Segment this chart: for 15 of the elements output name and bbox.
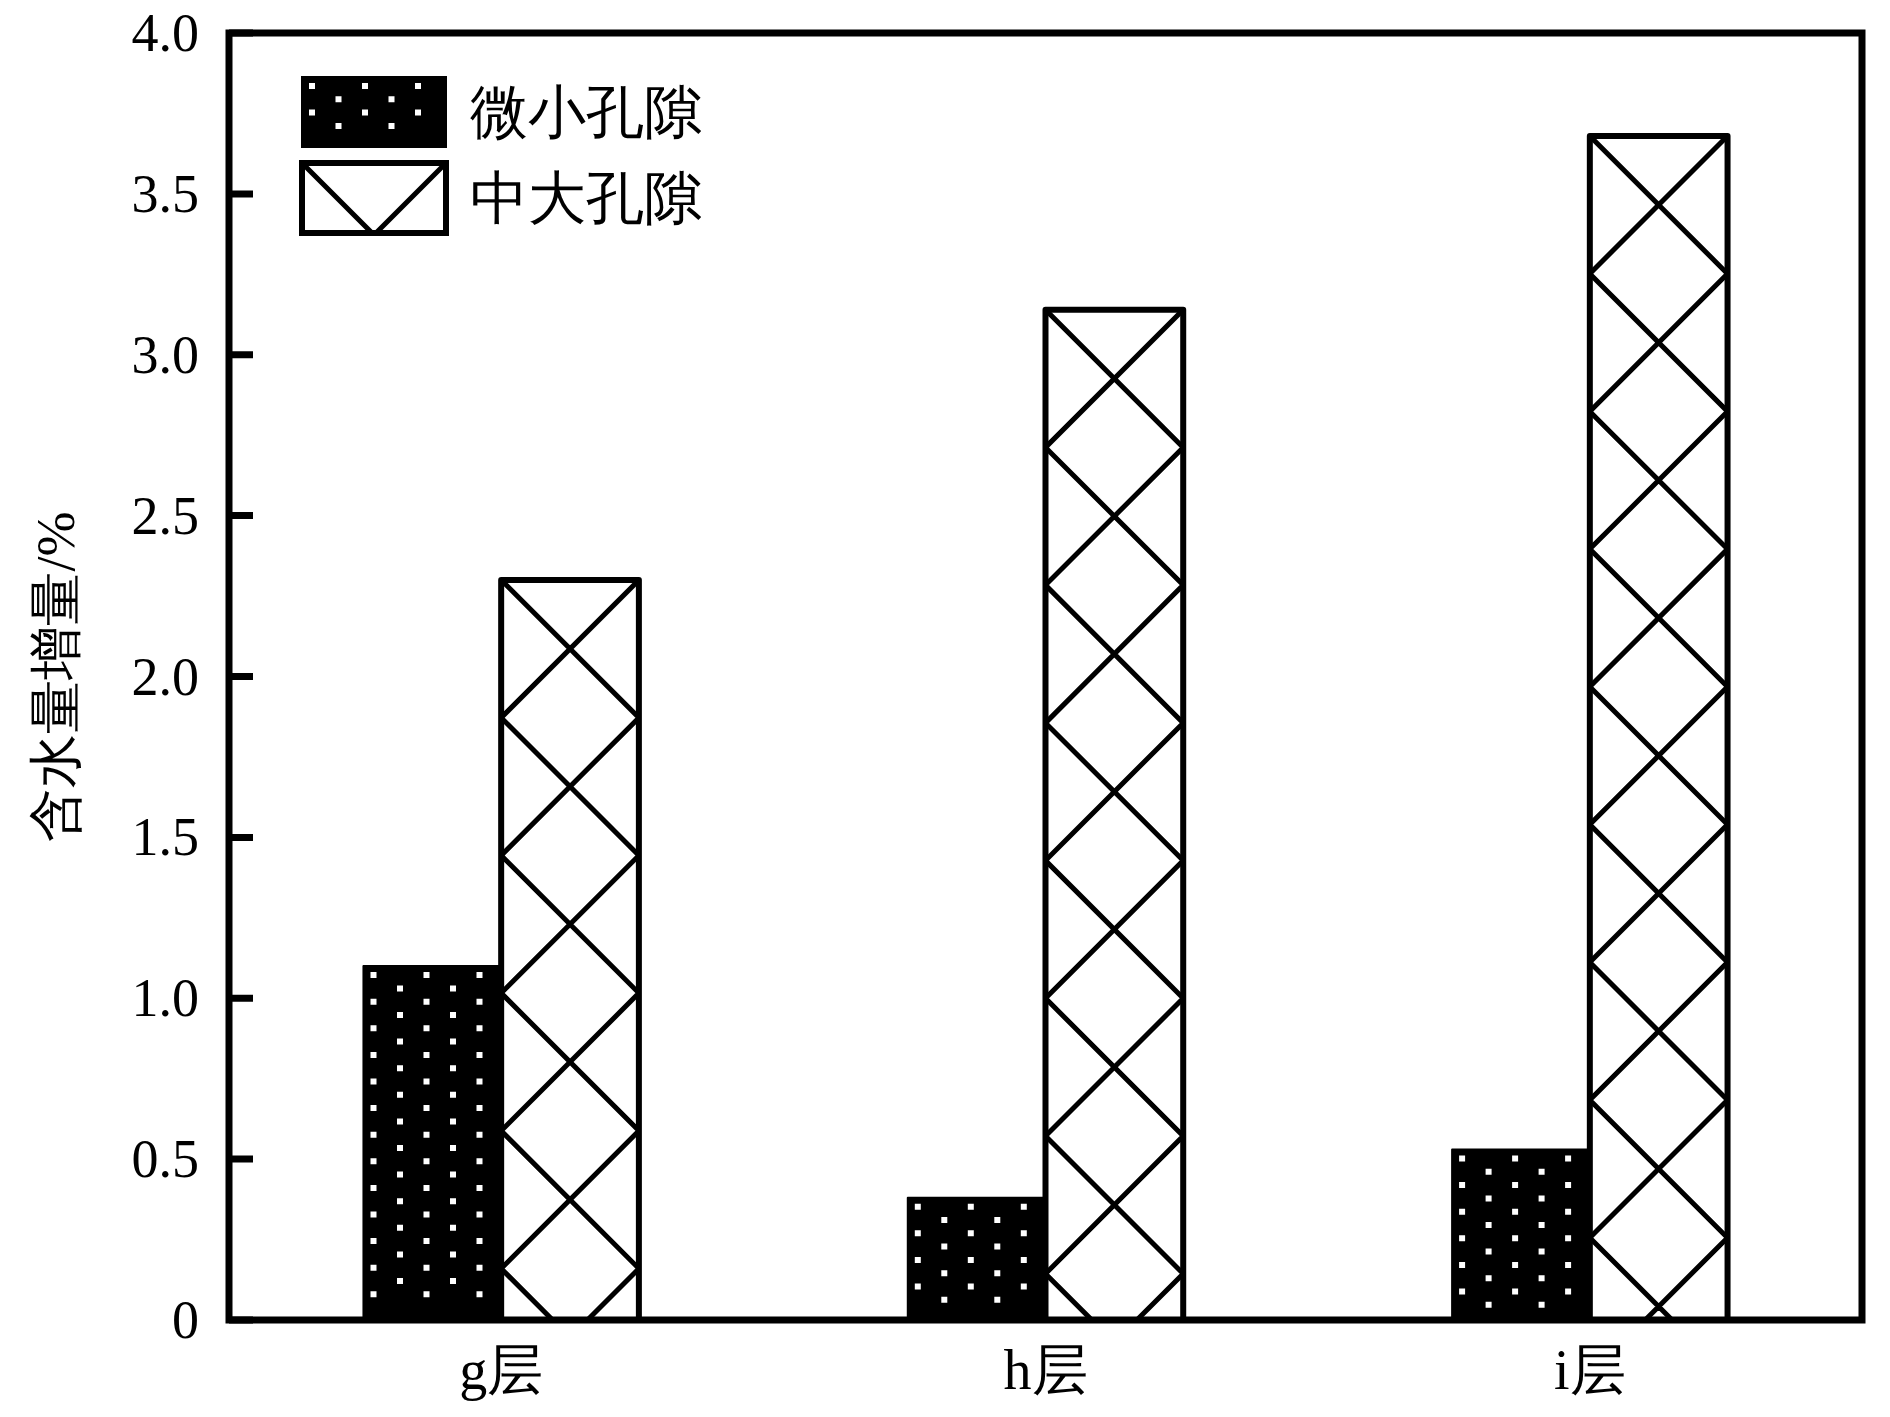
y-tick-label: 0.5 (131, 1129, 199, 1190)
legend-label: 微小孔隙 (470, 79, 702, 145)
x-tick-label: g层 (459, 1339, 544, 1401)
y-tick-label: 3.5 (131, 163, 199, 224)
y-tick-label: 0 (172, 1290, 199, 1350)
y-axis-title: 含水量增量/% (26, 511, 86, 842)
y-tick-label: 1.0 (131, 968, 199, 1029)
y-tick-label: 4.0 (131, 3, 199, 63)
x-tick-label: h层 (1003, 1339, 1088, 1401)
x-tick-label: i层 (1554, 1339, 1626, 1401)
y-tick-label: 3.0 (131, 324, 199, 385)
y-tick-label: 1.5 (131, 807, 199, 868)
y-tick-label: 2.0 (131, 646, 199, 707)
y-tick-label: 2.5 (131, 485, 199, 546)
legend-label: 中大孔隙 (470, 165, 702, 231)
